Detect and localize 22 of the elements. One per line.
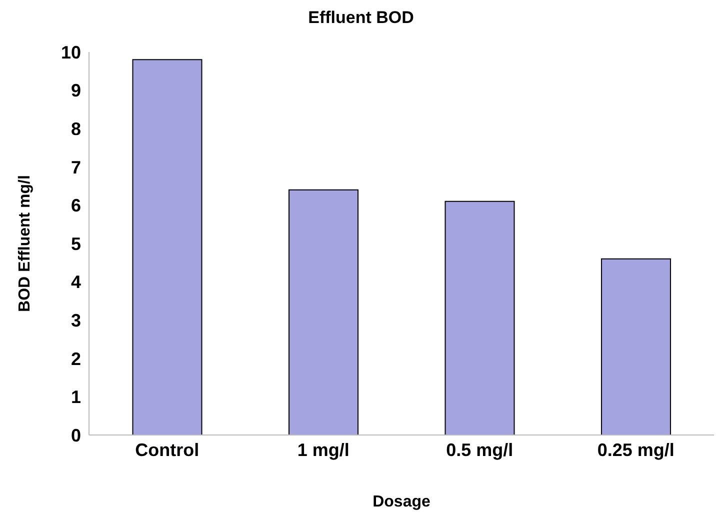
chart-title: Effluent BOD xyxy=(307,8,415,28)
y-tick-label: 2 xyxy=(70,348,81,369)
y-tick-label: 0 xyxy=(70,425,81,446)
y-tick-label: 5 xyxy=(70,234,81,254)
y-tick-label: 4 xyxy=(70,272,81,292)
x-axis-title: Dosage xyxy=(372,493,430,510)
x-tick-label: 0.25 mg/l xyxy=(597,440,674,460)
bar xyxy=(444,200,515,435)
bar xyxy=(288,189,358,435)
y-tick-label: 9 xyxy=(70,80,81,101)
y-axis-title: BOD Effluent mg/l xyxy=(16,175,34,312)
bar xyxy=(601,258,671,435)
y-tick-label: 8 xyxy=(70,118,81,139)
x-tick-label: Control xyxy=(135,440,200,460)
bar xyxy=(132,59,202,435)
y-tick-label: 7 xyxy=(70,157,81,178)
x-tick-label: 1 mg/l xyxy=(297,440,350,460)
y-tick-label: 10 xyxy=(60,42,81,62)
x-tick-label: 0.5 mg/l xyxy=(446,440,514,460)
y-tick-label: 1 xyxy=(70,387,81,408)
y-tick-label: 3 xyxy=(70,310,81,330)
y-tick-label: 6 xyxy=(70,196,81,216)
